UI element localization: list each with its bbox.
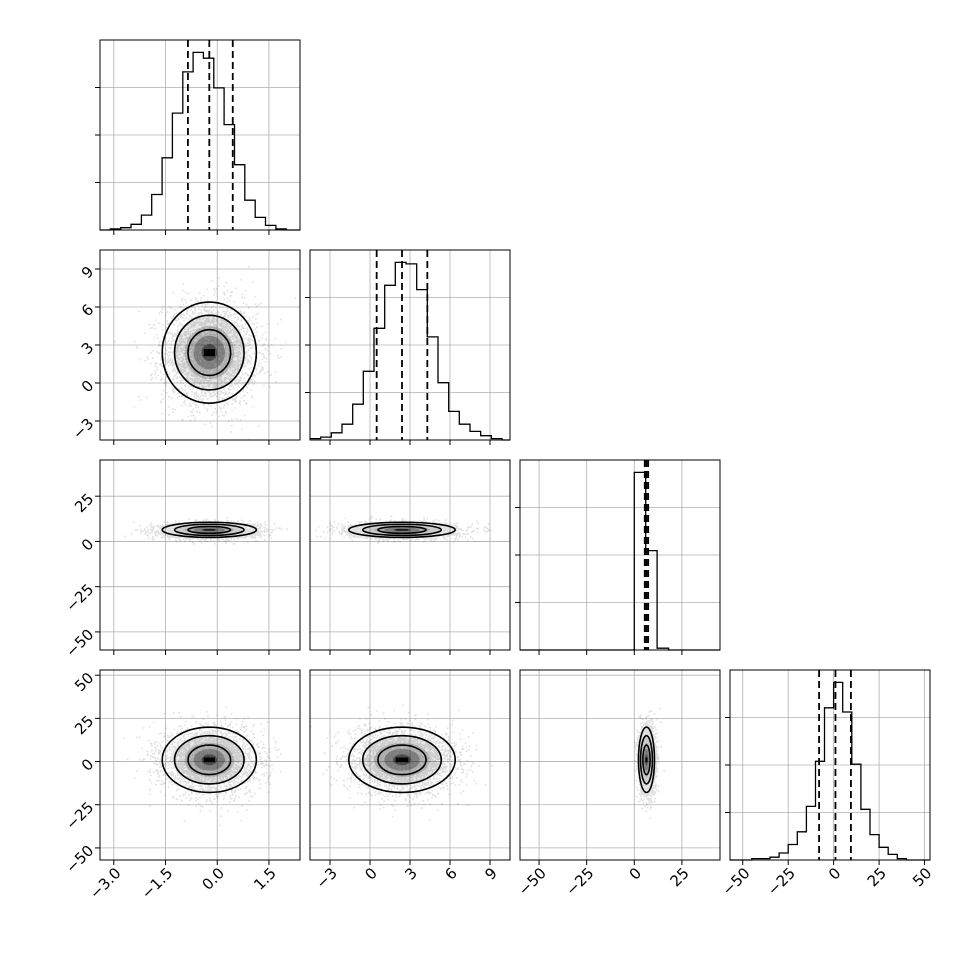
scatter-points: [310, 704, 493, 821]
x-tick-label: −50: [718, 864, 753, 899]
density-peak: [395, 757, 409, 763]
contour-layer: [161, 301, 656, 794]
x-tick-label: 9: [481, 864, 500, 883]
contour-line: [187, 744, 232, 776]
x-tick-label: 3: [401, 864, 420, 883]
x-tick-label: 0: [825, 864, 844, 883]
x-tick-label: 0.0: [198, 864, 228, 894]
density-peak: [203, 348, 215, 357]
y-tick-label: 9: [78, 263, 97, 282]
panel-frame: [99, 459, 301, 651]
y-tick-label: 6: [78, 301, 97, 320]
grid-layer: [100, 40, 930, 860]
histogram-step: [520, 471, 720, 651]
contour-line: [161, 726, 258, 794]
histogram-step: [730, 681, 930, 861]
x-tick-label: 0: [361, 864, 380, 883]
contour-line: [173, 734, 245, 785]
density-blocks: [362, 735, 442, 784]
y-tick-label: −25: [62, 798, 97, 833]
contour-line: [347, 726, 456, 794]
contour-line: [642, 744, 651, 776]
histogram-step: [100, 51, 300, 231]
contour-line: [187, 525, 232, 535]
y-tick-label: 25: [71, 490, 97, 516]
x-tick-label: −25: [562, 864, 597, 899]
contour-line: [637, 726, 656, 794]
contour-line: [347, 521, 456, 539]
panel-frame: [99, 669, 301, 861]
sample-points: [310, 704, 493, 821]
x-tick-label: 0: [626, 864, 645, 883]
x-tick-label: −3.0: [86, 864, 124, 902]
contour-line: [361, 523, 443, 537]
density-peak: [203, 529, 215, 531]
contour-line: [361, 734, 443, 785]
density-blocks: [640, 735, 653, 784]
y-tick-label: −50: [62, 626, 97, 661]
density-peak: [203, 757, 215, 763]
contour-line: [161, 521, 258, 539]
contour-line: [161, 301, 258, 404]
y-tick-label: −3: [69, 415, 97, 443]
density-peak: [645, 757, 648, 763]
contour-line: [173, 314, 245, 391]
scatter-points: [124, 517, 288, 545]
density-blocks: [174, 735, 245, 784]
tick-layer: [95, 87, 926, 865]
x-tick-label: 25: [864, 864, 890, 890]
x-tick-label: 50: [909, 864, 935, 890]
x-tick-label: 6: [441, 864, 460, 883]
y-tick-label: 0: [78, 377, 97, 396]
x-tick-label: −3: [312, 864, 340, 892]
contour-line: [639, 734, 654, 785]
sample-points: [124, 517, 288, 545]
y-tick-label: 0: [78, 535, 97, 554]
panel-frame: [519, 669, 721, 861]
contour-line: [173, 523, 245, 537]
contour-line: [377, 525, 427, 535]
density-blocks: [174, 315, 245, 390]
x-tick-label: −50: [515, 864, 550, 899]
y-tick-label: 3: [78, 339, 97, 358]
x-tick-label: 25: [667, 864, 693, 890]
y-tick-label: 0: [78, 755, 97, 774]
x-tick-label: −1.5: [138, 864, 176, 902]
y-tick-label: 25: [71, 712, 97, 738]
contour-line: [377, 744, 427, 776]
y-tick-label: 50: [71, 669, 97, 695]
y-tick-label: −25: [62, 580, 97, 615]
density-peak: [395, 529, 409, 531]
histogram-step: [310, 261, 510, 441]
contour-line: [187, 328, 232, 377]
x-tick-label: 1.5: [250, 864, 280, 894]
x-tick-label: −25: [764, 864, 799, 899]
y-tick-label: −50: [62, 842, 97, 877]
